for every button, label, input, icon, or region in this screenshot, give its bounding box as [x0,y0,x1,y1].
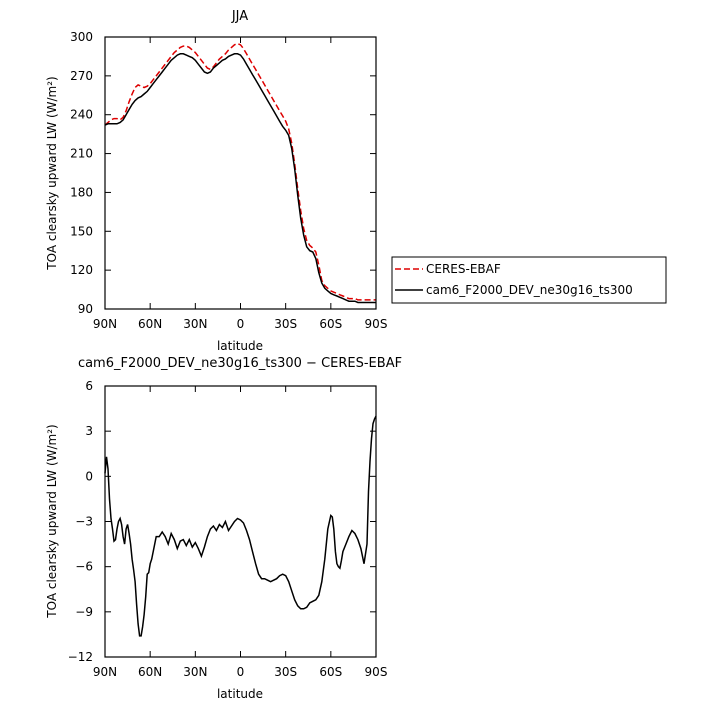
top-x-tick-label: 90S [365,317,388,331]
bottom-x-ticks: 90N 60N 30N 0 30S 60S 90S [93,386,388,679]
top-series-line-0 [104,42,376,301]
top-plot: JJA 90N 60N 30N 0 30S 60S 90S 90 120 150 180 210 24… [45,9,387,353]
legend-box [391,256,667,304]
bottom-y-tick-label: 0 [85,469,93,483]
bottom-y-tick-label: −6 [75,560,93,574]
top-y-tick-label: 240 [70,108,93,122]
bottom-plot-title: cam6_F2000_DEV_ne30g16_ts300 − CERES-EBA… [78,356,402,371]
top-x-tick-label: 30S [274,317,297,331]
bottom-lines [104,415,377,637]
bottom-x-tick-label: 60N [138,665,162,679]
bottom-x-axis-label: latitude [217,687,263,701]
top-plot-title: JJA [231,9,248,24]
top-y-axis-label: TOA clearsky upward LW (W/m²) [45,76,59,270]
legend: CERES-EBAF cam6_F2000_DEV_ne30g16_ts300 [391,256,667,304]
bottom-x-tick-label: 60S [319,665,342,679]
top-plot-frame [104,36,377,310]
top-y-tick-label: 120 [70,263,93,277]
top-x-ticks: 90N 60N 30N 0 30S 60S 90S [93,37,388,331]
bottom-series-line-0 [104,415,377,637]
top-y-tick-label: 210 [70,147,93,161]
bottom-x-tick-label: 30S [274,665,297,679]
top-y-tick-label: 150 [70,224,93,238]
top-lines [104,42,376,304]
top-x-tick-label: 60S [319,317,342,331]
legend-label-ceres: CERES-EBAF [426,262,501,276]
legend-label-model: cam6_F2000_DEV_ne30g16_ts300 [426,283,633,297]
top-y-tick-label: 270 [70,69,93,83]
bottom-plot: cam6_F2000_DEV_ne30g16_ts300 − CERES-EBA… [45,356,402,701]
top-x-tick-label: 90N [93,317,117,331]
top-y-tick-label: 180 [70,185,93,199]
bottom-y-ticks: −12 −9 −6 −3 0 3 6 [68,379,376,664]
bottom-y-tick-label: 6 [85,379,93,393]
top-x-axis-label: latitude [217,339,263,353]
bottom-x-tick-label: 30N [183,665,207,679]
bottom-y-tick-label: −12 [68,650,93,664]
top-x-tick-label: 0 [237,317,245,331]
bottom-y-tick-label: 3 [85,424,93,438]
bottom-plot-frame [104,385,377,658]
top-y-tick-label: 300 [70,30,93,44]
top-x-tick-label: 30N [183,317,207,331]
bottom-x-tick-label: 90S [365,665,388,679]
bottom-y-axis-label: TOA clearsky upward LW (W/m²) [45,424,59,618]
bottom-y-tick-label: −9 [75,605,93,619]
top-y-ticks: 90 120 150 180 210 240 270 300 [70,30,376,316]
bottom-x-tick-label: 90N [93,665,117,679]
bottom-x-tick-label: 0 [237,665,245,679]
top-x-tick-label: 60N [138,317,162,331]
top-series-line-1 [104,53,376,304]
bottom-y-tick-label: −3 [75,515,93,529]
top-y-tick-label: 90 [78,302,93,316]
